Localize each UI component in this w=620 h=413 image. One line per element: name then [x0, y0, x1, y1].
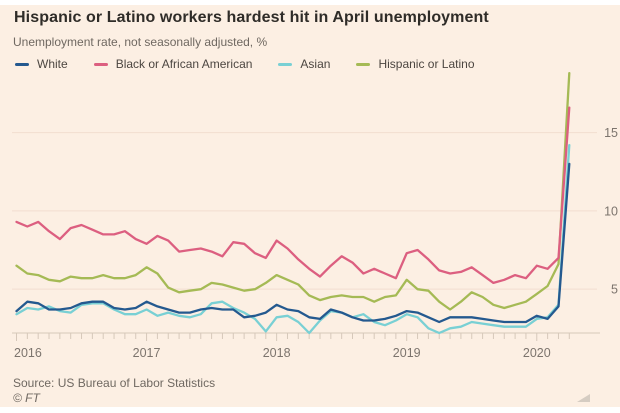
screenshot-edge-top	[0, 0, 620, 5]
legend-item-asian: Asian	[278, 57, 330, 71]
legend-swatch-asian-icon	[278, 62, 293, 66]
resize-grip-icon[interactable]	[577, 394, 590, 402]
legend-item-black-or-african-american: Black or African American	[93, 57, 253, 71]
x-axis-label-2018: 2018	[263, 346, 291, 360]
legend-item-hispanic-or-latino: Hispanic or Latino	[356, 57, 475, 71]
legend-label-asian: Asian	[300, 57, 331, 71]
screenshot-edge-bottom	[0, 407, 620, 413]
series-line-white	[15, 162, 571, 324]
x-axis-label-2016: 2016	[14, 346, 42, 360]
y-axis-label-5: 5	[611, 283, 618, 297]
ft-copyright: © FT	[13, 391, 40, 405]
legend-swatch-white-icon	[15, 62, 29, 66]
x-axis-label-2017: 2017	[133, 346, 161, 360]
chart-subtitle: Unemployment rate, not seasonally adjust…	[13, 35, 268, 49]
legend-swatch-hispanic-or-latino-icon	[356, 62, 371, 66]
legend-label-white: White	[37, 57, 68, 71]
y-axis-label-10: 10	[604, 204, 618, 218]
chart-title: Hispanic or Latino workers hardest hit i…	[14, 9, 489, 26]
series-line-asian	[15, 143, 571, 335]
legend: White Black or African American Asian Hispa…	[15, 57, 475, 71]
legend-item-white: White	[15, 57, 68, 71]
series-line-hispanic-or-latino	[15, 71, 571, 311]
source-label: Source: US Bureau of Labor Statistics	[13, 376, 216, 390]
series-line-black-or-african-american	[15, 106, 571, 285]
y-axis-label-15: 15	[604, 126, 618, 140]
legend-swatch-black-or-african-american-icon	[93, 62, 108, 66]
x-axis-label-2020: 2020	[523, 346, 551, 360]
legend-label-hispanic-or-latino: Hispanic or Latino	[378, 57, 475, 71]
x-axis-label-2019: 2019	[393, 346, 421, 360]
legend-label-black-or-african-american: Black or African American	[115, 57, 253, 71]
